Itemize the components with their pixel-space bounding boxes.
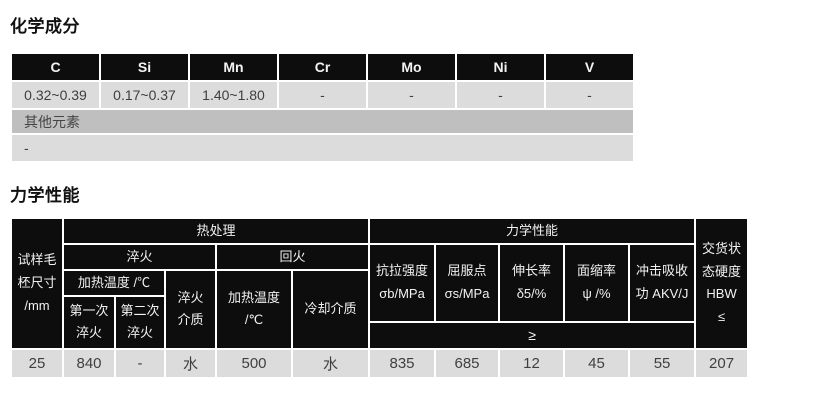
chemical-composition-title: 化学成分 xyxy=(10,17,80,36)
chem-other-elements-value: - xyxy=(10,133,635,163)
first-quench-header: 第一次 淬火 xyxy=(62,295,116,350)
tensile-strength-header: 抗拉强度 σb/MPa xyxy=(368,243,437,323)
quench-medium-header: 淬火 介质 xyxy=(164,269,217,350)
heat-treatment-header: 热处理 xyxy=(61,217,371,245)
delivery-hardness-header: 交货状 态硬度 HBW ≤ xyxy=(694,217,750,350)
chem-other-elements-label: 其他元素 xyxy=(10,108,635,135)
chem-col-header-ni: Ni xyxy=(455,52,546,82)
area-reduction-value: 45 xyxy=(563,347,631,379)
chem-value-mn: 1.40~1.80 xyxy=(188,80,279,110)
temper-header: 回火 xyxy=(214,243,371,271)
chem-values-row: 0.32~0.39 0.17~0.37 1.40~1.80 - - - - xyxy=(10,80,635,110)
quench-medium-value: 水 xyxy=(164,347,217,379)
chem-col-header-mn: Mn xyxy=(188,52,279,82)
heating-temp-header: 加热温度 /℃ xyxy=(62,269,166,297)
elongation-value: 12 xyxy=(498,347,566,379)
temper-temp-value: 500 xyxy=(215,347,293,379)
impact-energy-header: 冲击吸收 功 AKV/J xyxy=(628,243,697,323)
area-reduction-header: 面缩率 ψ /% xyxy=(563,243,631,323)
temper-heating-temp-header: 加热温度 /℃ xyxy=(215,269,293,350)
specimen-size-value: 25 xyxy=(10,347,64,379)
tensile-strength-value: 835 xyxy=(368,347,437,379)
chem-col-header-si: Si xyxy=(99,52,190,82)
chem-col-header-mo: Mo xyxy=(366,52,457,82)
chem-other-elements-row: 其他元素 xyxy=(10,108,635,135)
yield-point-value: 685 xyxy=(434,347,501,379)
chem-value-c: 0.32~0.39 xyxy=(10,80,101,110)
mechanical-properties-title: 力学性能 xyxy=(10,186,80,205)
delivery-hardness-value: 207 xyxy=(694,347,750,379)
cooling-medium-header: 冷却介质 xyxy=(290,269,371,350)
cooling-medium-value: 水 xyxy=(290,347,371,379)
chem-other-elements-value-row: - xyxy=(10,133,635,163)
first-quench-temp-value: 840 xyxy=(62,347,116,379)
specimen-size-header: 试样毛 柸尺寸 /mm xyxy=(10,217,64,350)
mechanical-properties-header: 力学性能 xyxy=(368,217,697,245)
second-quench-temp-value: - xyxy=(114,347,166,379)
mech-header-row-3: 加热温度 /℃ 淬火 介质 加热温度 /℃ 冷却介质 xyxy=(11,269,748,350)
mech-header-row-1: 试样毛 柸尺寸 /mm 热处理 力学性能 交货状 态硬度 HBW ≤ xyxy=(10,217,750,350)
mech-header-row-2: 淬火 回火 抗拉强度 σb/MPa 屈服点 σs/MPa 伸长率 δ5/% 面缩… xyxy=(11,243,748,323)
chem-col-header-c: C xyxy=(10,52,101,82)
chem-col-header-v: V xyxy=(544,52,635,82)
mechanical-properties-table: 试样毛 柸尺寸 /mm 热处理 力学性能 交货状 态硬度 HBW ≤ 淬火 回火… xyxy=(10,217,750,379)
mech-header-row-5: ≥ xyxy=(11,321,748,350)
mech-data-row: 25 840 - 水 500 水 835 685 12 45 55 207 xyxy=(10,347,750,379)
chem-value-v: - xyxy=(544,80,635,110)
chem-value-cr: - xyxy=(277,80,368,110)
mech-header-row-4: 第一次 淬火 第二次 淬火 xyxy=(11,295,748,350)
chem-col-header-cr: Cr xyxy=(277,52,368,82)
yield-point-header: 屈服点 σs/MPa xyxy=(434,243,501,323)
chemical-composition-table: C Si Mn Cr Mo Ni V 0.32~0.39 0.17~0.37 1… xyxy=(10,52,635,163)
chem-value-si: 0.17~0.37 xyxy=(99,80,190,110)
elongation-header: 伸长率 δ5/% xyxy=(498,243,566,323)
page: 化学成分 C Si Mn Cr Mo Ni V 0.32~0.39 0.17~0… xyxy=(10,17,750,379)
second-quench-header: 第二次 淬火 xyxy=(114,295,166,350)
chem-value-ni: - xyxy=(455,80,546,110)
greater-equal-symbol: ≥ xyxy=(368,321,697,350)
quench-header: 淬火 xyxy=(62,243,217,271)
chem-header-row: C Si Mn Cr Mo Ni V xyxy=(10,52,635,82)
impact-energy-value: 55 xyxy=(628,347,697,379)
chem-value-mo: - xyxy=(366,80,457,110)
